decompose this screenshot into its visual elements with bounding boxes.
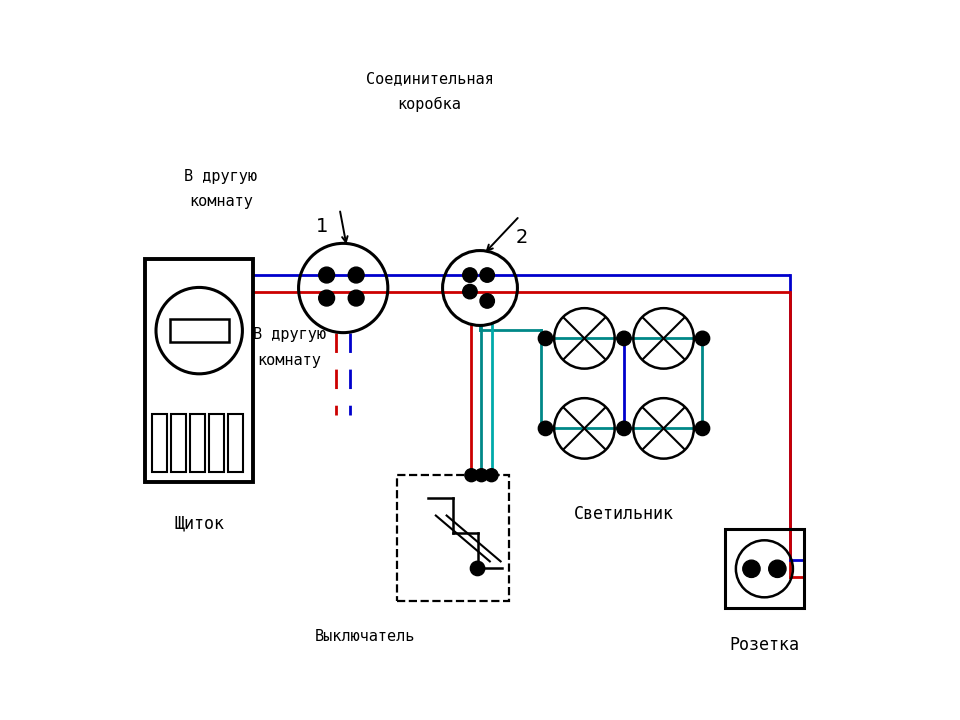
Text: 1: 1	[316, 217, 327, 236]
Circle shape	[480, 294, 494, 308]
Circle shape	[463, 268, 477, 282]
Bar	[145, 259, 253, 482]
Text: Выключатель: Выключатель	[315, 629, 415, 644]
Circle shape	[465, 469, 478, 482]
Circle shape	[319, 267, 335, 283]
Text: Светильник: Светильник	[574, 505, 674, 523]
Circle shape	[480, 268, 494, 282]
Bar	[190, 413, 205, 472]
Text: Щиток: Щиток	[174, 515, 225, 533]
Circle shape	[539, 421, 553, 436]
Bar	[228, 413, 243, 472]
Circle shape	[769, 560, 786, 577]
Text: Розетка: Розетка	[730, 636, 800, 654]
Text: В другую: В другую	[184, 169, 257, 184]
Bar	[397, 475, 509, 601]
Circle shape	[695, 421, 709, 436]
Circle shape	[319, 290, 335, 306]
Bar	[725, 529, 804, 608]
Bar	[170, 320, 228, 342]
Bar	[152, 413, 167, 472]
Bar	[171, 413, 186, 472]
Circle shape	[348, 267, 364, 283]
Text: Соединительная: Соединительная	[366, 72, 493, 86]
Circle shape	[463, 284, 477, 299]
Text: комнату: комнату	[189, 194, 252, 209]
Bar	[208, 413, 224, 472]
Circle shape	[348, 290, 364, 306]
Text: комнату: комнату	[257, 353, 322, 367]
Text: В другую: В другую	[252, 328, 325, 342]
Circle shape	[539, 331, 553, 346]
Circle shape	[475, 469, 488, 482]
Circle shape	[743, 560, 760, 577]
Text: 2: 2	[516, 228, 528, 247]
Circle shape	[470, 562, 485, 576]
Circle shape	[485, 469, 498, 482]
Text: коробка: коробка	[397, 96, 462, 112]
Circle shape	[695, 331, 709, 346]
Circle shape	[616, 421, 632, 436]
Circle shape	[616, 331, 632, 346]
